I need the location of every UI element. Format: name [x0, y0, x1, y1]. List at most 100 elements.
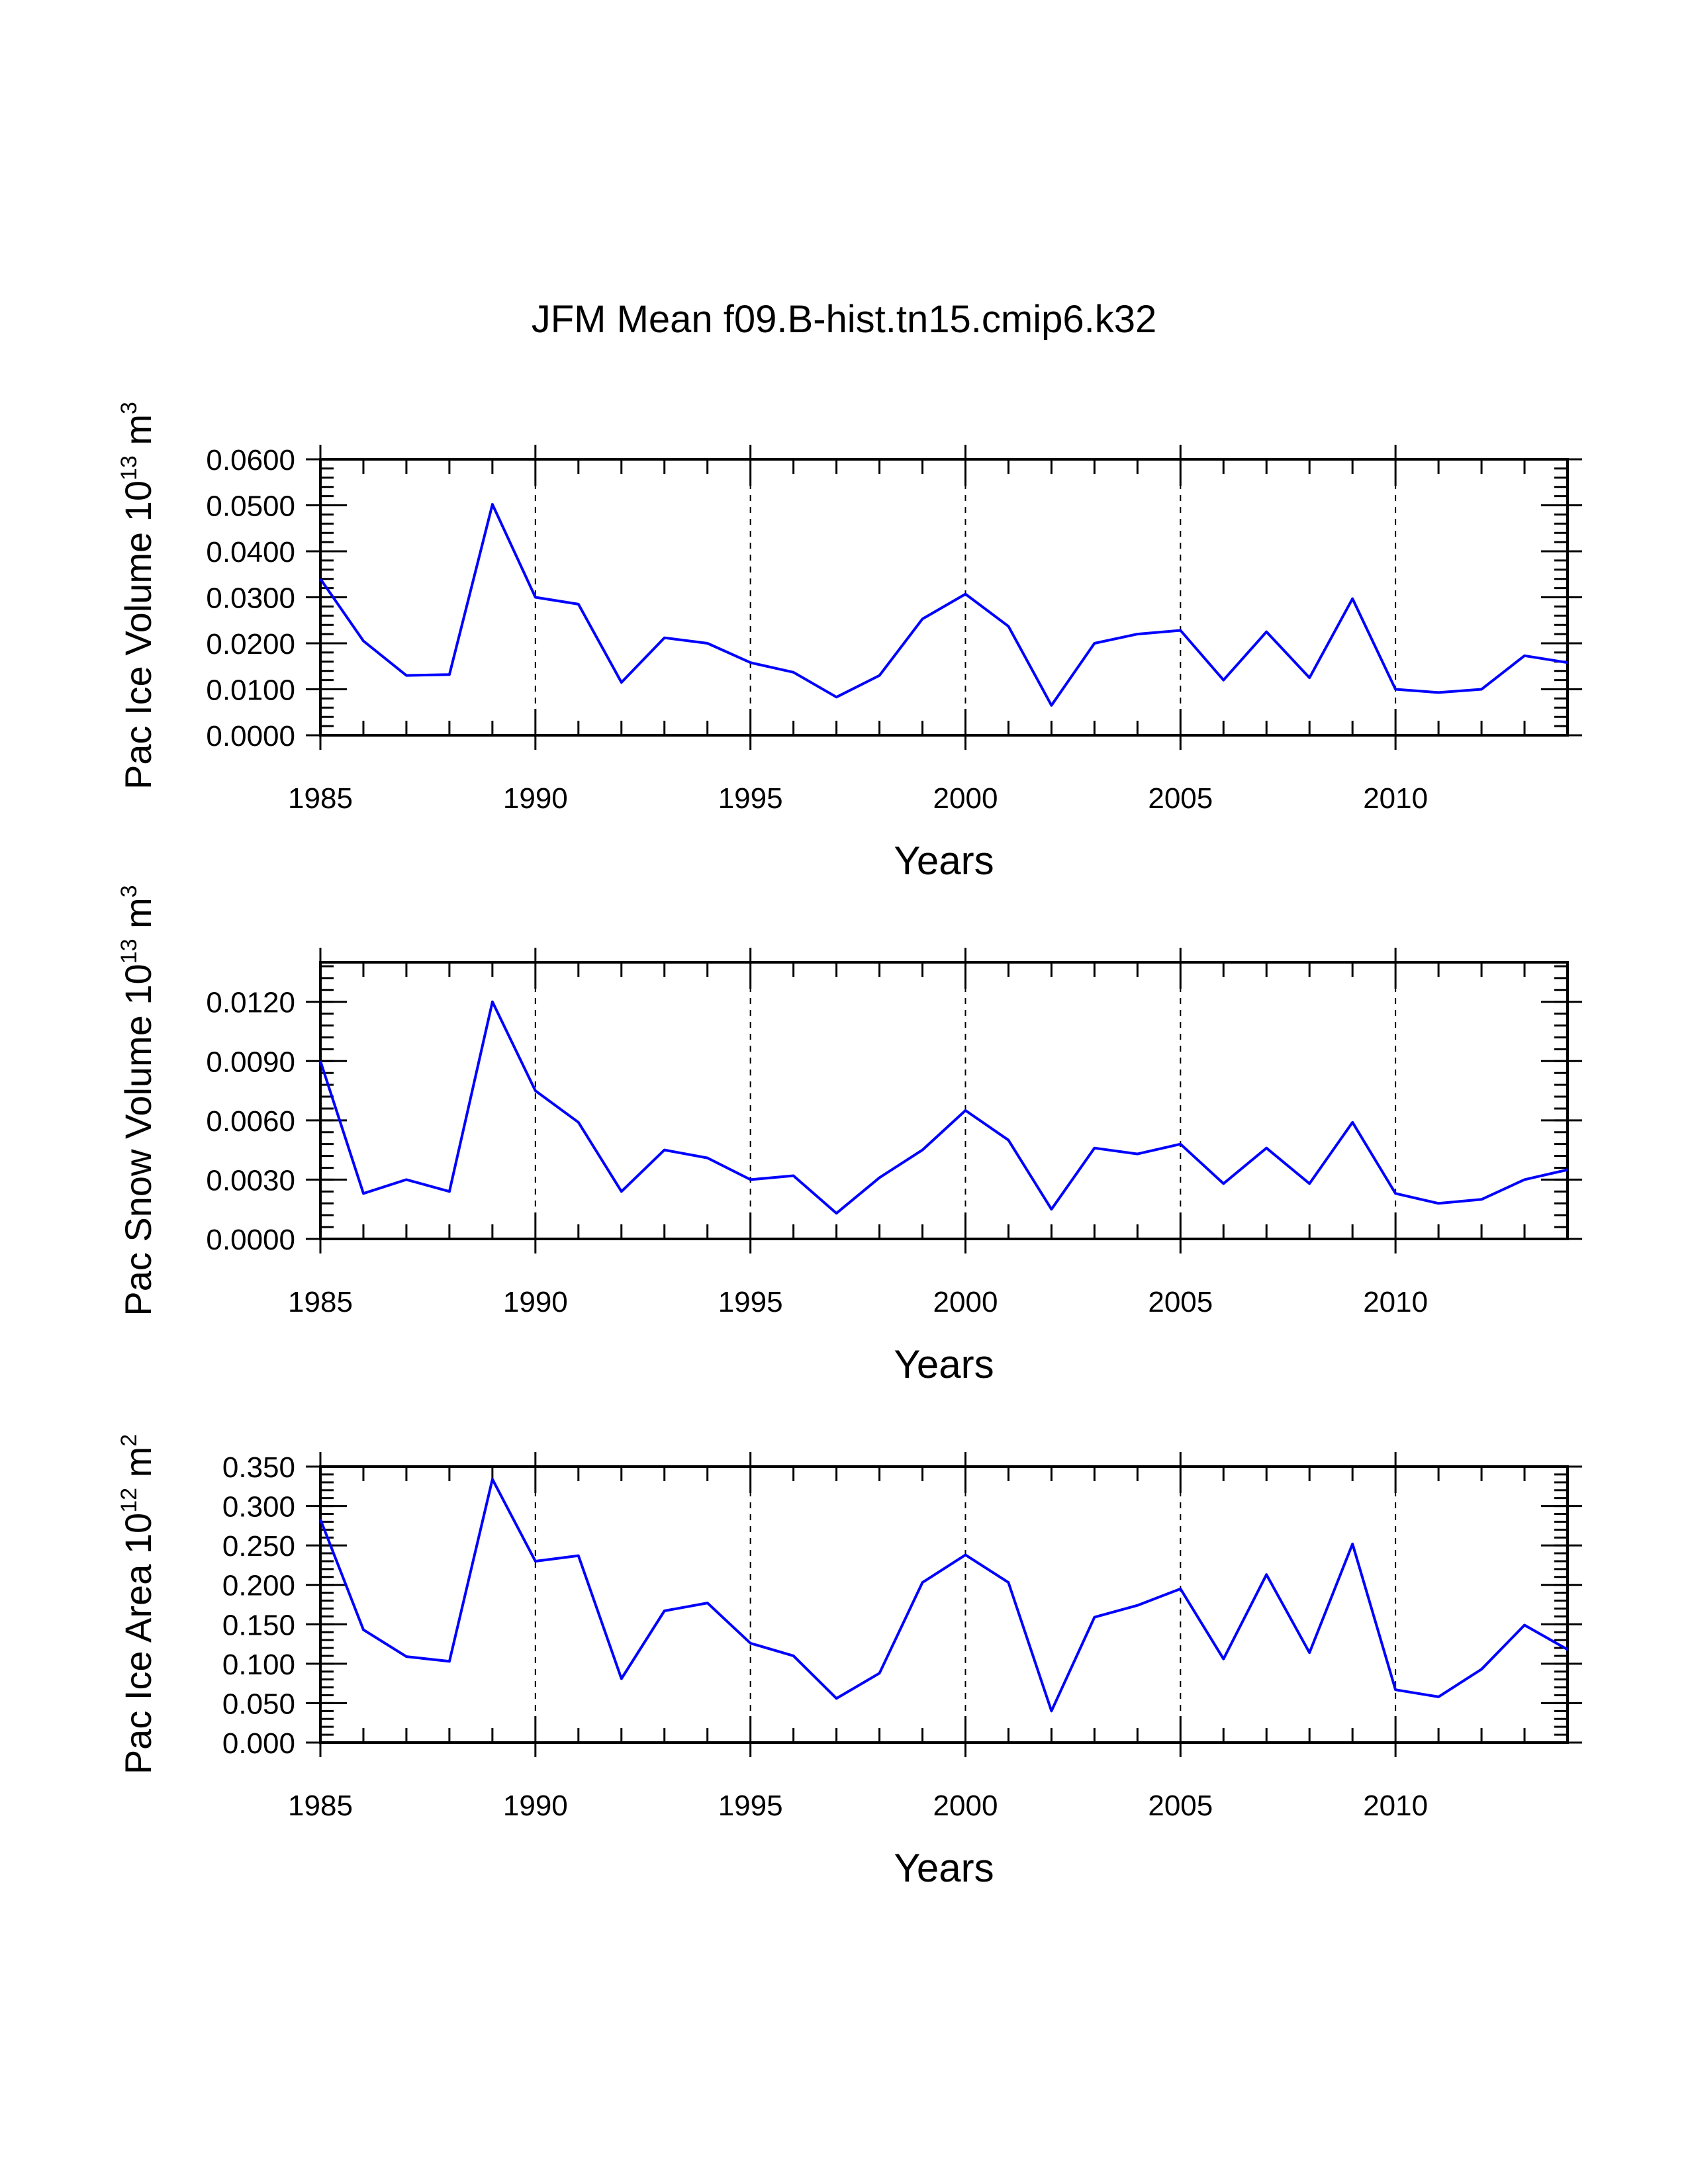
data-point-2004 [1135, 632, 1139, 636]
x-tick-label: 1985 [288, 1286, 353, 1318]
data-point-2007 [1264, 1572, 1268, 1576]
data-point-2008 [1307, 1651, 1311, 1655]
data-point-2009 [1350, 1120, 1354, 1124]
x-axis-label: Years [894, 1342, 994, 1387]
y-tick-label: 0.0120 [206, 987, 295, 1019]
data-point-1999 [921, 617, 925, 621]
y-tick-label: 0.0500 [206, 490, 295, 523]
x-tick-label: 2005 [1148, 1790, 1213, 1822]
x-tick-label: 2010 [1363, 782, 1428, 815]
x-tick-label: 2005 [1148, 1286, 1213, 1318]
x-tick-label: 2010 [1363, 1790, 1428, 1822]
data-point-2008 [1307, 1181, 1311, 1185]
y-tick-label: 0.0300 [206, 582, 295, 615]
data-point-1988 [447, 672, 451, 676]
data-point-1992 [620, 680, 624, 684]
x-tick-label: 1990 [503, 1286, 568, 1318]
data-point-1991 [577, 1120, 581, 1124]
x-axis-label: Years [894, 839, 994, 883]
data-point-2004 [1135, 1152, 1139, 1156]
data-point-1991 [577, 602, 581, 606]
data-point-1990 [534, 596, 538, 600]
data-point-1988 [447, 1659, 451, 1663]
y-tick-label: 0.150 [222, 1609, 295, 1641]
data-point-1985 [318, 577, 322, 581]
y-tick-label: 0.350 [222, 1451, 295, 1484]
plot-frame [319, 458, 1569, 737]
data-point-1993 [663, 1148, 667, 1152]
data-point-2014 [1566, 1647, 1570, 1651]
data-point-1998 [878, 1175, 882, 1179]
data-point-1994 [706, 641, 710, 645]
x-tick-label: 2000 [933, 1790, 998, 1822]
plot-frame [319, 1465, 1569, 1744]
data-point-1990 [534, 1559, 538, 1563]
y-tick-label: 0.0100 [206, 674, 295, 707]
data-point-2012 [1479, 688, 1483, 692]
data-point-2013 [1523, 1623, 1526, 1627]
data-point-2011 [1436, 1695, 1440, 1699]
data-point-1991 [577, 1554, 581, 1558]
data-point-2000 [963, 1553, 967, 1557]
data-point-1999 [921, 1148, 925, 1152]
data-point-1987 [404, 674, 408, 678]
data-point-1999 [921, 1580, 925, 1584]
data-point-1995 [749, 1177, 753, 1181]
y-tick-label: 0.0400 [206, 536, 295, 569]
data-point-1989 [491, 1000, 494, 1004]
data-point-2013 [1523, 1177, 1526, 1181]
data-point-2002 [1049, 1207, 1053, 1211]
data-point-2003 [1092, 1615, 1096, 1619]
x-tick-label: 1990 [503, 1790, 568, 1822]
x-tick-label: 1985 [288, 782, 353, 815]
data-point-1989 [491, 1477, 494, 1481]
y-tick-label: 0.0000 [206, 1224, 295, 1256]
data-point-2012 [1479, 1667, 1483, 1671]
data-point-2000 [963, 592, 967, 596]
y-tick-label: 0.0000 [206, 720, 295, 752]
y-tick-label: 0.100 [222, 1649, 295, 1681]
x-tick-label: 2005 [1148, 782, 1213, 815]
x-tick-label: 2000 [933, 782, 998, 815]
data-point-2013 [1523, 654, 1526, 658]
x-tick-label: 1995 [718, 782, 783, 815]
data-point-2010 [1393, 688, 1397, 692]
data-point-1990 [534, 1089, 538, 1093]
y-tick-label: 0.000 [222, 1727, 295, 1760]
data-point-2007 [1264, 630, 1268, 634]
x-tick-label: 2000 [933, 1286, 998, 1318]
data-point-2008 [1307, 676, 1311, 680]
data-point-1997 [835, 1696, 839, 1700]
data-point-1995 [749, 1641, 753, 1645]
x-tick-label: 1985 [288, 1790, 353, 1822]
series-line [319, 1478, 1568, 1713]
data-point-2009 [1350, 1542, 1354, 1546]
data-point-2010 [1393, 1688, 1397, 1692]
series-line [319, 1000, 1568, 1215]
y-tick-label: 0.0060 [206, 1105, 295, 1138]
data-point-2010 [1393, 1191, 1397, 1195]
y-tick-label: 0.050 [222, 1688, 295, 1720]
data-point-2003 [1092, 1146, 1096, 1150]
data-point-2003 [1092, 641, 1096, 645]
y-tick-label: 0.200 [222, 1570, 295, 1602]
y-axis-label: Pac Ice Area 1012 m2 [117, 1434, 159, 1774]
data-point-1993 [663, 1609, 667, 1613]
data-point-1995 [749, 660, 753, 664]
y-axis-label: Pac Snow Volume 1013 m3 [117, 885, 159, 1316]
plot-frame [319, 961, 1569, 1240]
panel-ice-area: 1985 1990 1995 2000 2005 2010 0.000 0.050 0.100 0… [117, 1434, 1582, 1890]
data-point-1994 [706, 1156, 710, 1160]
data-point-1988 [447, 1189, 451, 1193]
data-point-1997 [835, 695, 839, 699]
y-tick-label: 0.250 [222, 1530, 295, 1563]
data-point-2002 [1049, 1709, 1053, 1713]
data-point-2014 [1566, 660, 1570, 664]
data-point-2002 [1049, 704, 1053, 707]
data-point-1986 [361, 1191, 365, 1195]
data-point-1996 [792, 1654, 796, 1658]
y-tick-label: 0.0090 [206, 1046, 295, 1078]
data-point-1998 [878, 674, 882, 678]
